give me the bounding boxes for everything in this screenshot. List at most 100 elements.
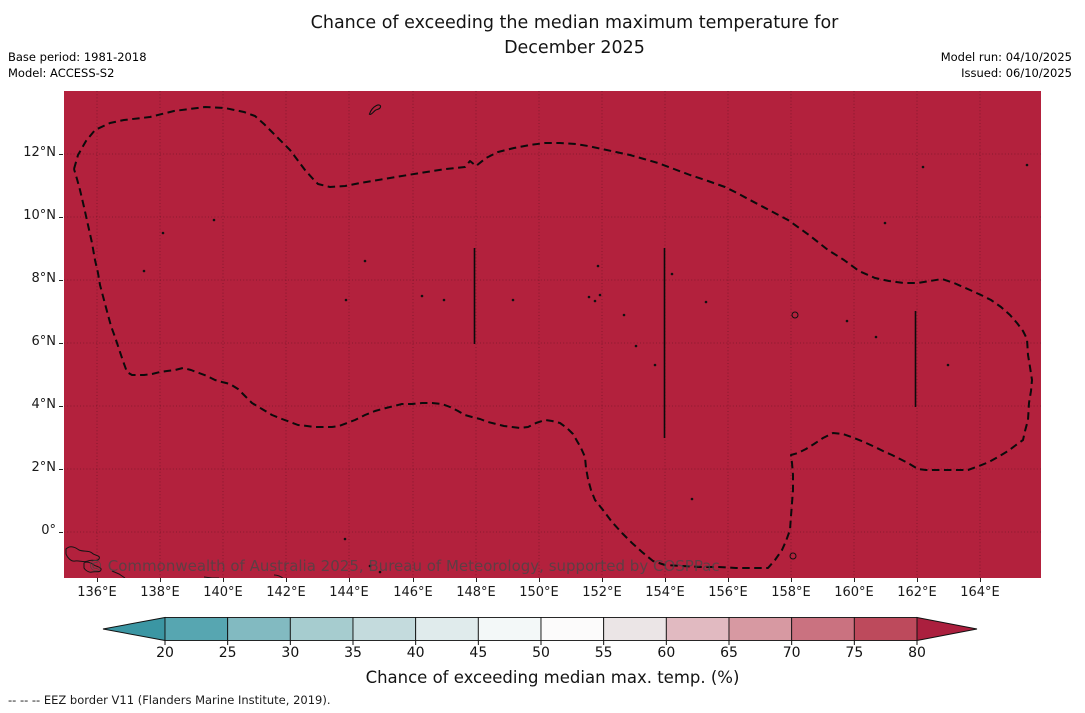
x-axis-tick-label: 150°E xyxy=(519,585,559,600)
island-dot xyxy=(368,564,372,568)
colorbar-over-arrow xyxy=(916,616,978,642)
coastline-outline xyxy=(65,546,100,563)
island-dot xyxy=(704,300,708,304)
colorbar-segment xyxy=(477,617,542,641)
x-axis-tick-label: 156°E xyxy=(708,585,748,600)
x-axis-tick xyxy=(160,578,161,582)
x-axis-tick xyxy=(286,578,287,582)
x-axis-tick-label: 164°E xyxy=(960,585,1000,600)
meta-right-block: Model run: 04/10/2025 Issued: 06/10/2025 xyxy=(941,49,1072,81)
colorbar-tick-label: 30 xyxy=(281,645,300,661)
island-guam-outline xyxy=(368,104,382,115)
meta-left-block: Base period: 1981-2018 Model: ACCESS-S2 xyxy=(8,49,147,81)
y-axis-tick-label: 0° xyxy=(41,523,56,538)
island-dot xyxy=(670,272,674,276)
map-panel: © Commonwealth of Australia 2025, Bureau… xyxy=(64,91,1041,578)
coastline-outline xyxy=(203,576,219,578)
island-dot xyxy=(378,570,382,574)
y-axis-tick-label: 12°N xyxy=(23,145,56,160)
colorbar-segment xyxy=(791,617,855,641)
x-axis-tick-label: 138°E xyxy=(140,585,180,600)
issued-label: Issued: 06/10/2025 xyxy=(961,66,1072,81)
island-dot xyxy=(1025,163,1029,167)
island-dot xyxy=(344,298,348,302)
island-dot xyxy=(622,313,626,317)
x-axis-tick xyxy=(917,578,918,582)
colorbar-tick-label: 55 xyxy=(594,645,613,661)
colorbar-tick-label: 75 xyxy=(845,645,864,661)
island-dot xyxy=(343,537,347,541)
y-axis-tick xyxy=(59,406,63,407)
island-dot xyxy=(634,344,638,348)
x-axis-tick xyxy=(854,578,855,582)
island-dot xyxy=(845,319,849,323)
x-axis-tick xyxy=(728,578,729,582)
island-dot xyxy=(420,294,424,298)
y-axis-tick xyxy=(59,154,63,155)
x-axis-tick-label: 146°E xyxy=(393,585,433,600)
x-axis-tick xyxy=(476,578,477,582)
colorbar-tick-label: 50 xyxy=(532,645,550,661)
island-dot xyxy=(442,298,446,302)
y-axis-tick-label: 4°N xyxy=(31,397,57,412)
x-axis-tick xyxy=(223,578,224,582)
x-axis-tick-label: 144°E xyxy=(329,585,369,600)
x-axis-tick xyxy=(791,578,792,582)
island-dot xyxy=(690,497,694,501)
figure-title: Chance of exceeding the median maximum t… xyxy=(64,11,1085,62)
island-dot xyxy=(511,298,515,302)
colorbar-tick-label: 45 xyxy=(469,645,488,661)
coastline-outline xyxy=(273,574,284,578)
x-axis-tick-label: 160°E xyxy=(834,585,874,600)
x-axis-tick-label: 148°E xyxy=(456,585,496,600)
colorbar-tick-label: 40 xyxy=(406,645,425,661)
colorbar-segment xyxy=(603,617,667,641)
x-axis-tick-label: 140°E xyxy=(203,585,243,600)
y-axis-tick xyxy=(59,280,63,281)
y-axis-tick xyxy=(59,532,63,533)
colorbar-tick-label: 60 xyxy=(657,645,676,661)
coastline-outline xyxy=(111,570,126,578)
copyright-watermark: © Commonwealth of Australia 2025, Bureau… xyxy=(88,557,720,575)
colorbar-tick-label: 80 xyxy=(908,645,926,661)
y-axis-tick-label: 2°N xyxy=(31,460,57,475)
x-axis-tick-label: 136°E xyxy=(77,585,117,600)
colorbar-segment xyxy=(665,617,730,641)
island-dot xyxy=(212,218,216,222)
colorbar-segment xyxy=(415,617,479,641)
colorbar-segment xyxy=(352,617,417,641)
base-period-label: Base period: 1981-2018 xyxy=(8,50,147,64)
island-dot xyxy=(161,231,165,235)
island-dot xyxy=(874,335,878,339)
x-axis-tick xyxy=(665,578,666,582)
x-axis-tick xyxy=(97,578,98,582)
y-axis-tick-label: 8°N xyxy=(31,271,57,286)
x-axis-tick-label: 154°E xyxy=(645,585,685,600)
colorbar-segment xyxy=(540,617,605,641)
eez-footnote: -- -- -- EEZ border V11 (Flanders Marine… xyxy=(8,693,331,707)
island-dot xyxy=(593,299,597,303)
colorbar-segment xyxy=(728,617,793,641)
eez-border-dashed-line xyxy=(73,106,1033,569)
x-axis-tick xyxy=(602,578,603,582)
colorbar-segment xyxy=(289,617,354,641)
colorbar-segment xyxy=(227,617,291,641)
colorbar-segment xyxy=(164,617,229,641)
x-axis-tick xyxy=(980,578,981,582)
colorbar-tick-label: 20 xyxy=(156,645,174,661)
island-dot xyxy=(598,293,602,297)
y-axis-tick xyxy=(59,343,63,344)
y-axis-tick xyxy=(59,217,63,218)
colorbar-axis-label: Chance of exceeding median max. temp. (%… xyxy=(365,668,740,687)
atoll-ring-outline xyxy=(791,311,799,319)
island-dot xyxy=(596,264,600,268)
colorbar-tick-label: 70 xyxy=(782,645,801,661)
island-dot xyxy=(363,259,367,263)
colorbar xyxy=(102,616,978,645)
x-axis-tick xyxy=(413,578,414,582)
atoll-ring-outline xyxy=(789,552,797,560)
x-axis-tick-label: 152°E xyxy=(582,585,622,600)
island-dot xyxy=(883,221,887,225)
colorbar-tick-label: 65 xyxy=(720,645,738,661)
